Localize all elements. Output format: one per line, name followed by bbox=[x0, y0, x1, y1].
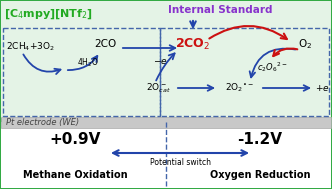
FancyBboxPatch shape bbox=[1, 1, 331, 118]
Text: $+e$: $+e$ bbox=[315, 83, 329, 93]
Text: [C$_4$mpy][NTf$_2$]: [C$_4$mpy][NTf$_2$] bbox=[4, 7, 93, 21]
Text: Methane Oxidation: Methane Oxidation bbox=[23, 170, 127, 180]
Text: 4H$_2$O: 4H$_2$O bbox=[77, 57, 99, 69]
Text: Internal Standard: Internal Standard bbox=[168, 5, 272, 15]
Text: Potential switch: Potential switch bbox=[149, 158, 210, 167]
Text: 2O$^-_{cat}$: 2O$^-_{cat}$ bbox=[145, 81, 170, 95]
Text: O$_2$: O$_2$ bbox=[298, 37, 312, 51]
Text: $-e$: $-e$ bbox=[153, 57, 167, 67]
Text: Oxygen Reduction: Oxygen Reduction bbox=[210, 170, 310, 180]
Bar bbox=[1, 122, 331, 188]
Text: Pt electrode (WE): Pt electrode (WE) bbox=[6, 119, 79, 128]
Text: 2CO$_2$: 2CO$_2$ bbox=[175, 36, 210, 52]
Text: +0.9V: +0.9V bbox=[49, 132, 101, 146]
Text: $c_2O_6$$^{2-}$: $c_2O_6$$^{2-}$ bbox=[257, 60, 287, 74]
Text: -1.2V: -1.2V bbox=[237, 132, 283, 146]
Text: 2O$_2$$^{\bullet-}$: 2O$_2$$^{\bullet-}$ bbox=[225, 82, 255, 94]
Text: 2CH$_4$+3O$_2$: 2CH$_4$+3O$_2$ bbox=[6, 41, 55, 53]
Bar bbox=[1, 117, 331, 128]
Text: 2CO: 2CO bbox=[94, 39, 116, 49]
